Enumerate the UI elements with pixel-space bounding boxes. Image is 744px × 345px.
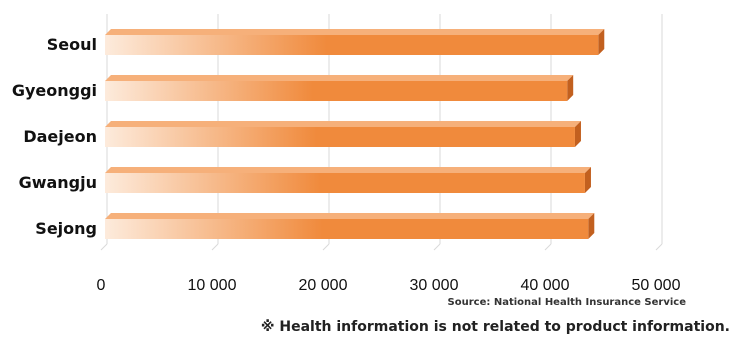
bar <box>105 81 568 101</box>
bars <box>105 29 605 239</box>
bar-top <box>105 167 591 173</box>
bar-side <box>598 29 605 55</box>
x-tick-labels: 0 10 000 20 000 30 000 40 000 50 000 <box>97 277 681 294</box>
category-label: Seoul <box>47 35 97 54</box>
bar-side <box>574 121 581 147</box>
category-label: Gyeonggi <box>12 81 97 100</box>
bar-side <box>588 213 595 239</box>
bar-side <box>567 75 574 101</box>
x-tick-label: 30 000 <box>410 277 459 294</box>
bar <box>105 173 585 193</box>
x-tick-label: 0 <box>97 277 106 294</box>
disclaimer-note: ※ Health information is not related to p… <box>260 319 730 335</box>
bar <box>105 219 589 239</box>
x-tick-label: 50 000 <box>632 277 681 294</box>
gridline-foot <box>211 243 219 251</box>
x-tick-label: 40 000 <box>521 277 570 294</box>
gridline-foot <box>322 243 330 251</box>
bar-top <box>105 121 581 127</box>
bar <box>105 127 575 147</box>
bar-top <box>105 213 595 219</box>
gridline-foot <box>655 243 663 251</box>
category-label: Sejong <box>35 219 97 238</box>
gridline-foot <box>100 243 108 251</box>
source-note: Source: National Health Insurance Servic… <box>447 297 686 308</box>
x-tick-label: 10 000 <box>188 277 237 294</box>
category-labels: Seoul Gyeonggi Daejeon Gwangju Sejong <box>12 35 97 238</box>
bar-side <box>584 167 591 193</box>
x-tick-label: 20 000 <box>299 277 348 294</box>
category-label: Gwangju <box>19 173 97 192</box>
gridline-foot <box>433 243 441 251</box>
category-label: Daejeon <box>23 127 97 146</box>
bar-top <box>105 75 574 81</box>
gridline-foot <box>544 243 552 251</box>
bar-top <box>105 29 605 35</box>
bar <box>105 35 599 55</box>
